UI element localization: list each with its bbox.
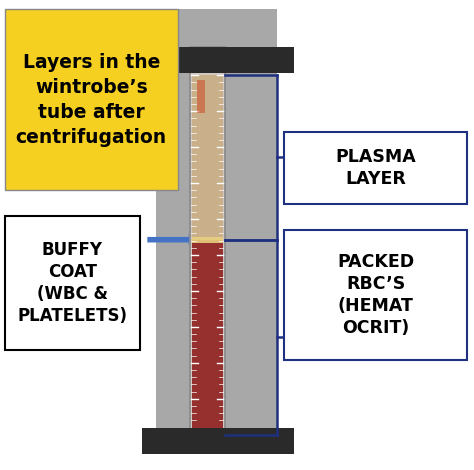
Text: Layers in the
wintrobe’s
tube after
centrifugation: Layers in the wintrobe’s tube after cent… xyxy=(16,53,167,147)
Bar xyxy=(192,240,223,435)
Bar xyxy=(197,80,205,113)
Bar xyxy=(5,216,140,350)
Bar xyxy=(5,9,178,190)
Bar xyxy=(192,237,223,243)
Bar xyxy=(142,47,294,73)
Bar xyxy=(190,47,225,446)
Bar xyxy=(284,132,467,204)
Bar xyxy=(156,9,277,454)
Text: BUFFY
COAT
(WBC &
PLATELETS): BUFFY COAT (WBC & PLATELETS) xyxy=(17,241,128,326)
Bar xyxy=(192,75,223,240)
Text: PACKED
RBC’S
(HEMAT
OCRIT): PACKED RBC’S (HEMAT OCRIT) xyxy=(337,253,414,337)
Bar xyxy=(142,428,294,454)
Bar xyxy=(284,230,467,360)
Text: PLASMA
LAYER: PLASMA LAYER xyxy=(335,148,416,188)
